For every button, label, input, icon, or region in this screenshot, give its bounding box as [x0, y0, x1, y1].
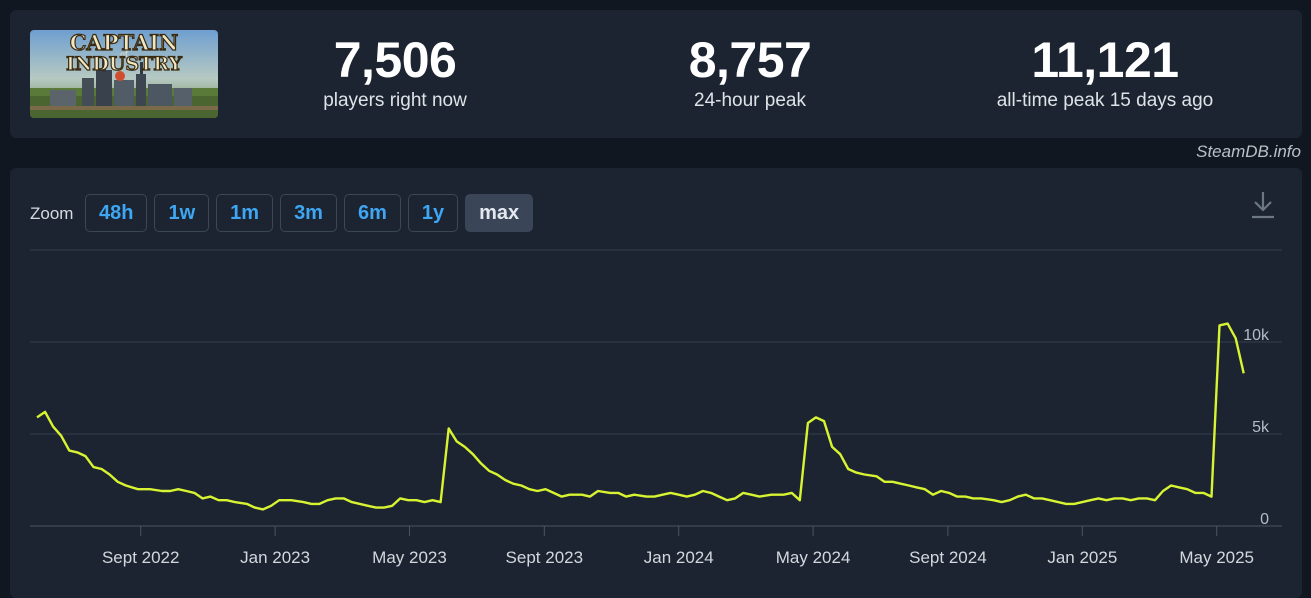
- x-tick-label: May 2024: [776, 548, 851, 567]
- x-tick-label: Sept 2023: [506, 548, 584, 567]
- stat-all-time-peak: 11,121 all-time peak 15 days ago: [945, 32, 1265, 114]
- zoom-6m-button[interactable]: 6m: [343, 194, 401, 232]
- stat-current-players: 7,506 players right now: [235, 32, 555, 114]
- download-icon[interactable]: [1250, 190, 1276, 220]
- game-logo[interactable]: CAPTAIN of INDUSTRY: [30, 30, 218, 118]
- y-tick-label: 0: [1260, 511, 1269, 528]
- zoom-1w-button[interactable]: 1w: [154, 194, 210, 232]
- zoom-max-button[interactable]: max: [465, 194, 534, 232]
- player-count-chart: 0 5k 10k Sept 2022 Jan 2023 May 2023 Sept 202…: [30, 249, 1282, 567]
- chart-card: Zoom 48h 1w 1m 3m 6m 1y max 0 5k 10k Sept …: [10, 168, 1302, 598]
- zoom-button-group: 48h 1w 1m 3m 6m 1y max: [85, 194, 534, 232]
- y-tick-label: 10k: [1243, 327, 1270, 344]
- logo-line1: CAPTAIN: [70, 30, 179, 55]
- x-tick-label: Sept 2024: [909, 548, 987, 567]
- stat-label: all-time peak 15 days ago: [996, 90, 1214, 111]
- zoom-1m-button[interactable]: 1m: [216, 194, 274, 232]
- stat-24h-peak: 8,757 24-hour peak: [590, 32, 910, 114]
- stats-card: CAPTAIN of INDUSTRY 7,506 players right …: [10, 10, 1302, 138]
- stat-value: 11,121: [1031, 32, 1179, 88]
- logo-line2: INDUSTRY: [66, 53, 182, 75]
- logo-connector: of: [120, 50, 129, 59]
- zoom-48h-button[interactable]: 48h: [85, 194, 148, 232]
- steamdb-watermark: SteamDB.info: [1196, 142, 1301, 161]
- stat-label: players right now: [323, 90, 467, 111]
- stat-value: 7,506: [333, 32, 457, 88]
- game-logo-image: CAPTAIN of INDUSTRY: [30, 30, 218, 118]
- y-tick-label: 5k: [1252, 419, 1270, 436]
- x-tick-label: May 2023: [372, 548, 447, 567]
- x-tick-label: May 2025: [1179, 548, 1254, 567]
- zoom-3m-button[interactable]: 3m: [280, 194, 337, 232]
- x-tick-label: Sept 2022: [102, 548, 180, 567]
- x-tick-label: Jan 2024: [644, 548, 714, 567]
- stat-label: 24-hour peak: [694, 90, 806, 111]
- zoom-1y-button[interactable]: 1y: [407, 194, 459, 232]
- players-series-line[interactable]: [36, 322, 1245, 511]
- zoom-label: Zoom: [30, 204, 74, 223]
- x-tick-label: Jan 2025: [1047, 548, 1117, 567]
- stat-value: 8,757: [688, 32, 812, 88]
- x-tick-label: Jan 2023: [240, 548, 310, 567]
